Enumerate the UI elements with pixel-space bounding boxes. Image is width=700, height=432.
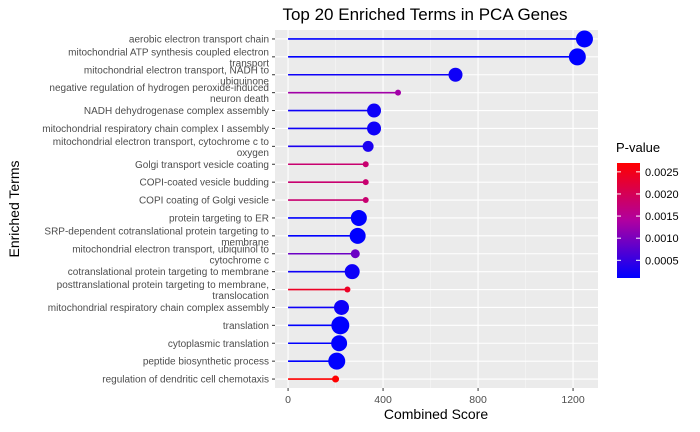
term-label: translocation xyxy=(212,291,269,302)
lollipop-point xyxy=(328,352,346,370)
x-axis-label: Combined Score xyxy=(384,406,488,422)
lollipop-point xyxy=(362,179,369,186)
legend-tick-label: 0.0020 xyxy=(645,189,679,201)
lollipop-point xyxy=(362,161,369,168)
term-label: peptide biosynthetic process xyxy=(143,357,269,368)
x-tick-label: 1200 xyxy=(561,394,585,406)
term-label: ubiquinone xyxy=(220,76,269,87)
lollipop-point xyxy=(350,209,367,226)
lollipop-point xyxy=(350,249,360,259)
lollipop-point xyxy=(344,286,351,293)
term-label: protein targeting to ER xyxy=(169,213,269,224)
term-label: aerobic electron transport chain xyxy=(129,34,269,45)
term-label: COPI coating of Golgi vesicle xyxy=(139,196,269,207)
term-label: SRP-dependent cotranslational protein ta… xyxy=(44,226,269,237)
y-tick-labels: aerobic electron transport chain mitochon… xyxy=(42,34,275,386)
lollipop-points xyxy=(328,30,593,383)
term-label: regulation of dendritic cell chemotaxis xyxy=(102,375,269,386)
term-label: cytoplasmic translation xyxy=(168,339,269,350)
lollipop-point xyxy=(349,227,366,244)
lollipop-point xyxy=(448,67,463,82)
lollipop-point xyxy=(334,299,349,315)
lollipop-point xyxy=(331,335,348,352)
lollipop-point xyxy=(395,89,402,96)
term-label: oxygen xyxy=(237,148,269,159)
term-label: neuron death xyxy=(210,94,269,105)
lollipop-point xyxy=(367,121,382,136)
legend-title: P-value xyxy=(616,140,660,155)
lollipop-point xyxy=(332,375,340,383)
x-tick-label: 0 xyxy=(285,394,291,406)
term-label: negative regulation of hydrogen peroxide… xyxy=(49,83,269,94)
term-label: membrane xyxy=(221,237,269,248)
lollipop-point xyxy=(331,316,350,335)
legend-tick-label: 0.0005 xyxy=(645,255,679,267)
term-label: mitochondrial electron transport, cytoch… xyxy=(53,137,270,148)
y-axis-label: Enriched Terms xyxy=(6,160,22,257)
legend: P-value 0.0025 0.0020 0.0015 0.0010 0.0005 xyxy=(616,140,679,278)
lollipop-stems xyxy=(288,38,585,380)
term-label: transport xyxy=(230,58,270,69)
legend-ticks: 0.0025 0.0020 0.0015 0.0010 0.0005 xyxy=(617,167,679,267)
x-tick-label: 800 xyxy=(469,394,487,406)
lollipop-point xyxy=(362,140,374,152)
chart-title: Top 20 Enriched Terms in PCA Genes xyxy=(282,5,567,24)
term-label: mitochondrial electron transport, NADH t… xyxy=(84,65,270,76)
legend-tick-label: 0.0010 xyxy=(645,233,679,245)
lollipop-point xyxy=(362,197,369,204)
legend-tick-label: 0.0015 xyxy=(645,211,679,223)
legend-tick-label: 0.0025 xyxy=(645,167,679,179)
term-label: mitochondrial ATP synthesis coupled elec… xyxy=(68,47,269,58)
term-label: mitochondrial electron transport, ubiqui… xyxy=(72,244,269,255)
legend-colorbar xyxy=(617,163,640,278)
term-label: COPI-coated vesicle budding xyxy=(139,178,269,189)
x-tick-label: 400 xyxy=(374,394,392,406)
term-label: translation xyxy=(223,321,269,332)
term-label: mitochondrial respiratory chain complex … xyxy=(48,303,269,314)
lollipop-point xyxy=(568,48,586,66)
term-label: cytochrome c xyxy=(210,255,269,266)
term-label: mitochondrial respiratory chain complex … xyxy=(42,124,269,135)
plot-panel xyxy=(275,30,598,388)
x-tick-labels: 0 400 800 1200 xyxy=(285,388,585,406)
lollipop-point xyxy=(575,30,593,48)
lollipop-point xyxy=(344,264,360,280)
term-label: Golgi transport vesicle coating xyxy=(135,160,269,171)
term-label: cotranslational protein targeting to mem… xyxy=(68,267,270,278)
term-label: posttranslational protein targeting to m… xyxy=(57,280,269,291)
lollipop-point xyxy=(367,103,382,118)
term-label: NADH dehydrogenase complex assembly xyxy=(84,106,269,117)
